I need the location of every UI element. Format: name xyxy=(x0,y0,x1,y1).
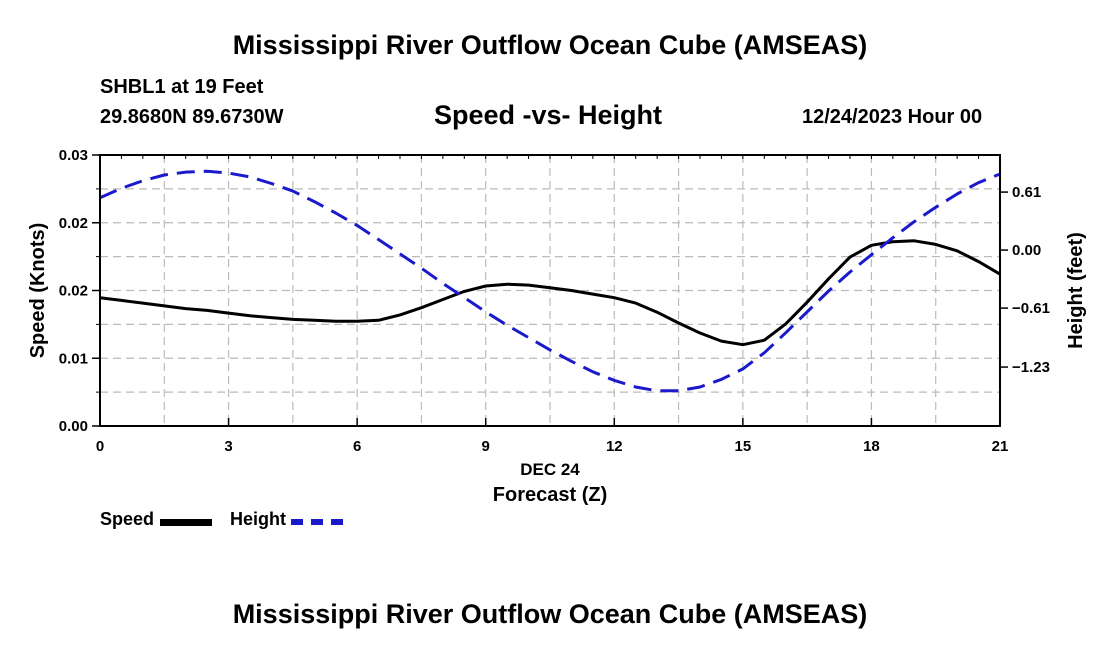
legend-speed-swatch xyxy=(160,519,212,526)
y-left-tick-label: 0.03 xyxy=(59,147,88,164)
chart-title: Mississippi River Outflow Ocean Cube (AM… xyxy=(232,30,868,60)
axis-ticks xyxy=(92,154,1008,427)
x-tick-label: 15 xyxy=(735,438,752,455)
y-right-axis-title: Height (feet) xyxy=(1065,232,1087,349)
x-tick-label: 18 xyxy=(863,438,880,455)
x-tick-label: 9 xyxy=(482,438,490,455)
grid-lines xyxy=(100,155,1000,426)
x-axis-date-label: DEC 24 xyxy=(520,460,580,479)
y-left-tick-label: 0.01 xyxy=(59,350,88,367)
x-tick-label: 6 xyxy=(353,438,361,455)
footer-title: Mississippi River Outflow Ocean Cube (AM… xyxy=(232,599,868,629)
speed-series-line xyxy=(99,239,1001,347)
x-axis-title: Forecast (Z) xyxy=(493,484,607,506)
legend-speed-label: Speed xyxy=(100,509,155,529)
chart-canvas: 0 3 6 9 12 15 18 21 0.00 0.01 0.02 0.02 0.03 −1.23 −0.… xyxy=(27,147,1087,506)
axis-labels: 0 3 6 9 12 15 18 21 0.00 0.01 0.02 0.02 0.03 −1.23 −0.… xyxy=(27,147,1087,506)
legend-height-label: Height xyxy=(230,509,286,529)
y-left-tick-label: 0.00 xyxy=(59,418,88,435)
chart-series xyxy=(99,169,1001,393)
y-left-tick-label: 0.02 xyxy=(59,215,88,232)
x-tick-label: 3 xyxy=(224,438,232,455)
y-right-tick-label: 0.61 xyxy=(1012,184,1041,201)
chart-subtitle: Speed -vs- Height xyxy=(434,100,663,130)
y-left-axis-title: Speed (Knots) xyxy=(27,223,49,359)
y-right-tick-label: −0.61 xyxy=(1012,300,1050,317)
x-tick-label: 12 xyxy=(606,438,623,455)
height-series-line xyxy=(99,169,1001,393)
station-coordinates: 29.8680N 89.6730W xyxy=(100,106,284,128)
forecast-datetime: 12/24/2023 Hour 00 xyxy=(802,106,983,128)
x-tick-label: 21 xyxy=(992,438,1009,455)
legend-height-swatch xyxy=(291,519,343,525)
x-tick-label: 0 xyxy=(96,438,104,455)
y-left-tick-label: 0.02 xyxy=(59,283,88,300)
station-label: SHBL1 at 19 Feet xyxy=(100,76,264,98)
y-right-tick-label: −1.23 xyxy=(1012,359,1050,376)
y-right-tick-label: 0.00 xyxy=(1012,242,1041,259)
